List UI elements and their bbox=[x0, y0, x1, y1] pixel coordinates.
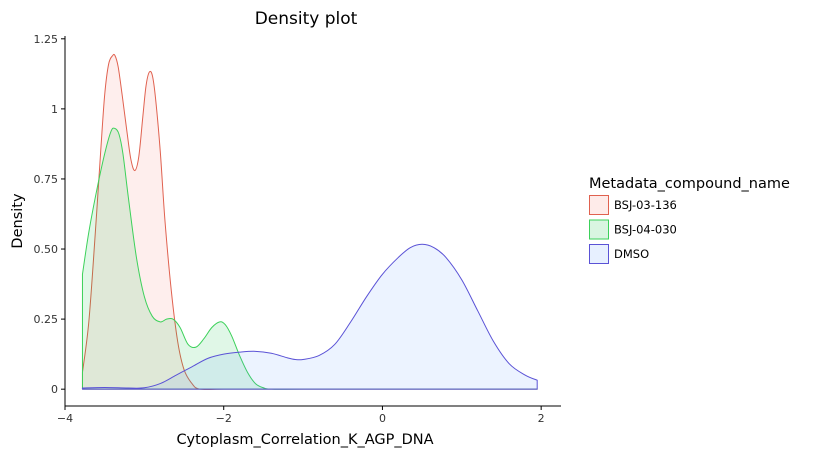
x-tick-label: −2 bbox=[216, 412, 232, 425]
density-area-dmso bbox=[81, 243, 538, 390]
legend-swatch bbox=[589, 244, 609, 264]
legend-label: BSJ-03-136 bbox=[614, 198, 677, 212]
legend-label: BSJ-04-030 bbox=[614, 223, 677, 237]
legend: Metadata_compound_name BSJ-03-136 BSJ-04-… bbox=[589, 176, 790, 264]
legend-swatch bbox=[589, 195, 609, 215]
legend-item-bsj-03-136: BSJ-03-136 bbox=[589, 195, 677, 215]
legend-swatch bbox=[589, 219, 609, 240]
chart-title: Density plot bbox=[255, 9, 358, 29]
y-tick-label: 0.25 bbox=[34, 313, 59, 326]
series-bsj-04-030 bbox=[81, 127, 538, 390]
density-area-bsj-04-030 bbox=[81, 127, 538, 390]
legend-label: DMSO bbox=[614, 247, 649, 261]
y-tick-label: 1.25 bbox=[34, 33, 59, 46]
x-axis-ticks: −4 −2 0 2 bbox=[57, 406, 545, 425]
y-tick-label: 1 bbox=[51, 103, 58, 116]
y-tick-label: 0 bbox=[51, 383, 58, 396]
y-axis-title: Density bbox=[10, 193, 26, 249]
x-tick-label: 0 bbox=[379, 412, 386, 425]
y-tick-label: 0.50 bbox=[34, 243, 59, 256]
y-axis-ticks: 0 0.25 0.50 0.75 1 1.25 bbox=[34, 33, 65, 396]
y-tick-label: 0.75 bbox=[34, 173, 59, 186]
legend-title: Metadata_compound_name bbox=[589, 176, 790, 192]
series-dmso bbox=[81, 243, 538, 390]
x-tick-label: 2 bbox=[538, 412, 545, 425]
x-tick-label: −4 bbox=[57, 412, 73, 425]
legend-item-dmso: DMSO bbox=[589, 244, 649, 264]
plot-area bbox=[81, 53, 538, 391]
legend-item-bsj-04-030: BSJ-04-030 bbox=[589, 219, 677, 240]
x-axis-title: Cytoplasm_Correlation_K_AGP_DNA bbox=[176, 432, 433, 448]
